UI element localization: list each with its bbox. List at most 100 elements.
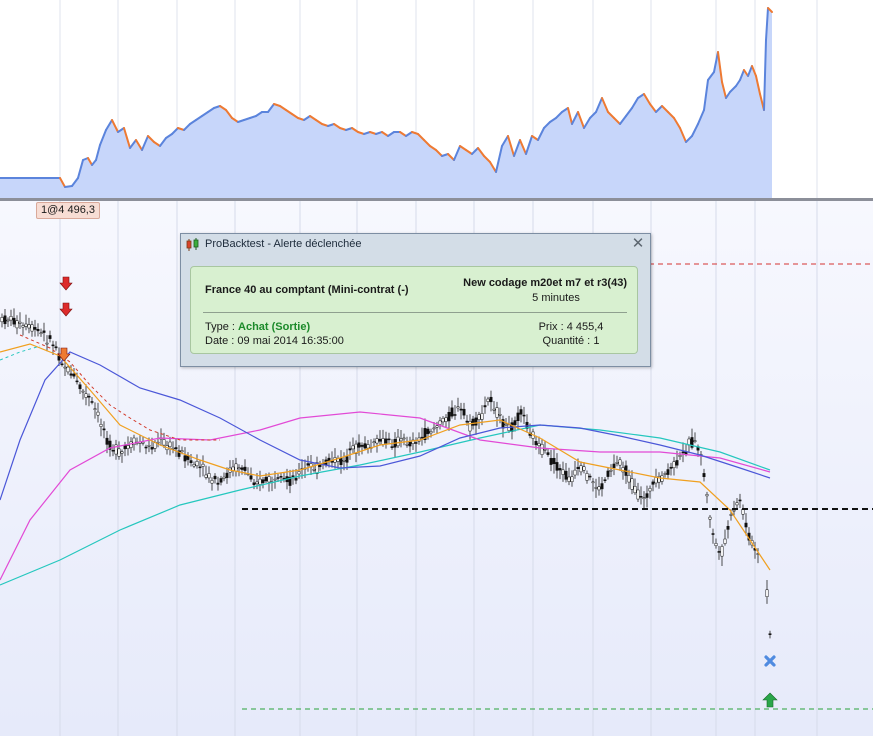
equity-segment	[135, 139, 143, 151]
equity-segment	[495, 145, 503, 173]
equity-segment	[273, 103, 281, 107]
instrument-name: France 40 au comptant (Mini-contrat (-)	[205, 284, 409, 296]
candle-body	[42, 330, 46, 333]
equity-segment	[369, 131, 377, 135]
candle-body	[630, 478, 634, 490]
candle-body	[357, 442, 361, 448]
candle-body	[768, 633, 772, 635]
candle-body	[6, 319, 10, 322]
candle-body	[147, 445, 151, 447]
equity-segment	[225, 109, 233, 119]
candle-body	[255, 481, 259, 485]
candle-body	[60, 363, 64, 366]
candle-body	[498, 414, 502, 416]
candle-body	[711, 533, 715, 535]
candle-body	[723, 538, 727, 544]
equity-segment	[661, 105, 669, 113]
candle-body	[471, 418, 475, 426]
equity-segment	[649, 103, 657, 113]
candle-body	[48, 335, 52, 339]
candle-body	[609, 469, 613, 472]
equity-segment	[141, 135, 149, 151]
candle-body	[132, 437, 136, 446]
equity-segment	[255, 111, 263, 117]
candle-body	[477, 414, 481, 420]
candle-body	[435, 425, 439, 428]
candle-body	[654, 477, 658, 484]
candle-body	[180, 450, 184, 453]
candle-body	[729, 514, 733, 516]
equity-segment	[285, 109, 293, 115]
candle-body	[66, 366, 70, 373]
order-price-label: Prix :	[538, 321, 564, 333]
candle-body	[45, 342, 49, 345]
exit-cross-icon	[764, 655, 776, 667]
equity-segment	[567, 107, 573, 125]
candle-body	[117, 448, 121, 457]
equity-segment	[99, 129, 107, 146]
order-date-label: Date :	[205, 335, 235, 347]
candle-body	[360, 444, 364, 447]
equity-segment	[189, 119, 197, 125]
equity-segment	[375, 131, 383, 135]
equity-segment	[87, 157, 93, 166]
equity-segment	[537, 127, 545, 141]
candle-body	[519, 409, 523, 415]
equity-segment	[685, 135, 693, 143]
candle-body	[429, 431, 433, 434]
dialog-titlebar[interactable]: ProBacktest - Alerte déclenchée ✕	[181, 234, 650, 256]
candle-body	[267, 476, 271, 483]
equity-segment	[249, 115, 257, 119]
equity-segment	[673, 117, 681, 129]
candle-body	[420, 436, 424, 439]
candle-body	[516, 412, 520, 421]
equity-segment	[171, 127, 179, 135]
equity-segment	[525, 135, 533, 155]
equity-segment	[765, 7, 769, 41]
candle-body	[474, 417, 478, 426]
candle-body	[546, 452, 550, 455]
equity-segment	[613, 117, 621, 125]
candle-body	[645, 493, 649, 498]
candle-body	[75, 380, 79, 383]
candle-body	[108, 440, 112, 450]
candle-body	[627, 475, 631, 483]
candle-body	[591, 481, 595, 484]
candle-body	[678, 455, 682, 457]
candle-body	[426, 428, 430, 435]
dialog-divider	[203, 312, 627, 313]
candle-body	[288, 476, 292, 486]
candle-body	[207, 473, 211, 479]
moving-average-blue	[0, 351, 771, 501]
candle-body	[597, 486, 601, 491]
equity-segment	[631, 97, 639, 109]
candle-body	[120, 451, 124, 454]
down-arrow-icon	[59, 302, 73, 317]
close-icon[interactable]: ✕	[631, 235, 645, 252]
equity-segment	[231, 117, 239, 123]
candle-body	[486, 398, 490, 402]
candle-body	[261, 479, 265, 484]
down-arrow-icon	[59, 276, 73, 291]
candle-body	[570, 476, 574, 483]
equity-segment	[123, 127, 131, 149]
timeframe-label: 5 minutes	[532, 292, 580, 304]
candle-body	[249, 475, 253, 480]
equity-segment	[357, 131, 365, 135]
candle-body	[69, 373, 73, 376]
equity-curve-chart	[0, 0, 818, 198]
candle-body	[564, 470, 568, 480]
equity-segment	[207, 107, 215, 113]
candle-body	[459, 408, 463, 411]
candle-body	[657, 476, 661, 483]
candle-body	[675, 460, 679, 466]
candle-body	[453, 414, 457, 416]
equity-segment	[59, 177, 66, 188]
panel-splitter[interactable]	[0, 198, 873, 201]
equity-segment	[729, 85, 737, 93]
equity-segment	[339, 127, 347, 131]
equity-segment	[213, 105, 221, 109]
equity-segment	[531, 135, 539, 141]
candle-body	[561, 469, 565, 475]
candle-body	[444, 417, 448, 422]
